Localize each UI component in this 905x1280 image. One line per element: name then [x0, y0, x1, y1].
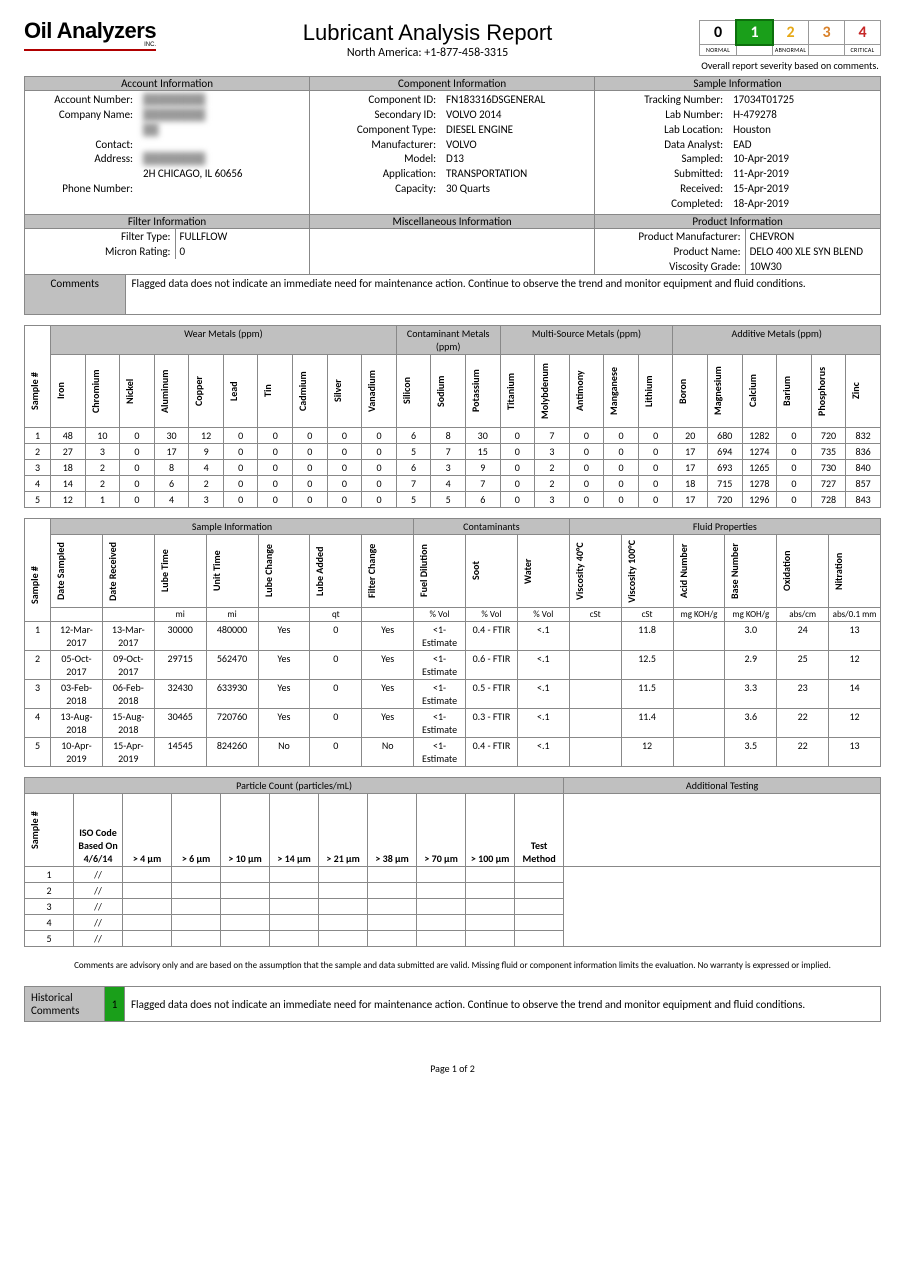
report-title: Lubricant Analysis Report: [156, 20, 699, 46]
logo-text: Oil Analyzers: [24, 18, 156, 43]
phone-number: North America: +1-877-458-3315: [156, 46, 699, 60]
hdr-sample: Sample Information: [595, 77, 881, 91]
page-footer: Page 1 of 2: [24, 1062, 881, 1075]
sev-2: 2: [773, 21, 808, 44]
hdr-filter: Filter Information: [25, 214, 310, 228]
logo: Oil AnalyzersINC.: [24, 20, 156, 51]
hdr-product: Product Information: [595, 214, 881, 228]
misc-info: [310, 228, 595, 274]
historical-comments: Historical Comments 1 Flagged data does …: [24, 986, 881, 1022]
comments-label: Comments: [25, 275, 125, 314]
comments-text: Flagged data does not indicate an immedi…: [125, 275, 880, 314]
hdr-account: Account Information: [25, 77, 310, 91]
hdr-component: Component Information: [310, 77, 595, 91]
sev-1-selected: 1: [735, 19, 774, 46]
account-info: Account Number:████████ Company Name:███…: [25, 91, 309, 199]
disclaimer: Comments are advisory only and are based…: [54, 961, 851, 972]
metals-table: Sample # Wear Metals (ppm) Contaminant M…: [24, 325, 881, 508]
hdr-misc: Miscellaneous Information: [310, 214, 595, 228]
hist-text: Flagged data does not indicate an immedi…: [125, 987, 881, 1022]
severity-caption: Overall report severity based on comment…: [699, 59, 881, 72]
sample-info: Tracking Number:17034T01725 Lab Number:H…: [595, 91, 880, 214]
sample-table: Sample # Sample Information Contaminants…: [24, 518, 881, 768]
particle-table: Particle Count (particles/mL) Additional…: [24, 777, 881, 947]
sev-3: 3: [809, 21, 844, 44]
sev-0: 0: [700, 21, 736, 44]
severity-indicator: 0NORMAL 1 2ABNORMAL 3 4CRITICAL Overall …: [699, 20, 881, 72]
component-info: Component ID:FN183316DSGENERAL Secondary…: [310, 91, 594, 199]
hist-severity: 1: [105, 987, 125, 1022]
report-header: Oil AnalyzersINC. Lubricant Analysis Rep…: [24, 20, 881, 72]
title-block: Lubricant Analysis Report North America:…: [156, 20, 699, 60]
info-block: Account Information Component Informatio…: [24, 76, 881, 315]
sev-4: 4: [845, 21, 880, 44]
